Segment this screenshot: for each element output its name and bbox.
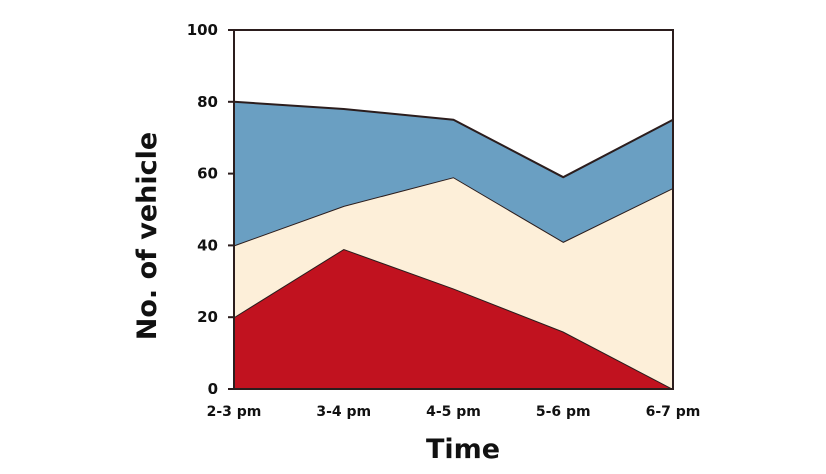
x-tick-label: 3-4 pm bbox=[316, 404, 371, 420]
area-series-2 bbox=[234, 177, 673, 389]
y-tick-label: 60 bbox=[197, 165, 218, 183]
area-series-1 bbox=[234, 248, 673, 389]
y-tick-label: 0 bbox=[208, 380, 218, 398]
y-tick-label: 80 bbox=[197, 93, 218, 111]
area-series-3-line bbox=[233, 100, 674, 179]
area-series-3 bbox=[234, 101, 673, 246]
y-tick-label: 20 bbox=[197, 308, 218, 326]
plot-frame bbox=[233, 29, 674, 390]
x-axis-ticks: 2-3 pm 3-4 pm 4-5 pm 5-6 pm 6-7 pm bbox=[207, 404, 701, 420]
x-tick-label: 5-6 pm bbox=[536, 404, 591, 420]
x-tick-label: 2-3 pm bbox=[207, 404, 262, 420]
y-axis-title: No. of vehicle bbox=[132, 132, 163, 340]
x-tick-label: 4-5 pm bbox=[426, 404, 481, 420]
y-axis-ticks: 0 20 40 60 80 100 bbox=[187, 21, 234, 398]
y-tick-label: 100 bbox=[187, 21, 218, 39]
x-tick-label: 6-7 pm bbox=[646, 404, 701, 420]
x-axis-title: Time bbox=[426, 434, 500, 465]
areas-layer bbox=[233, 29, 674, 390]
y-tick-label: 40 bbox=[197, 236, 218, 254]
